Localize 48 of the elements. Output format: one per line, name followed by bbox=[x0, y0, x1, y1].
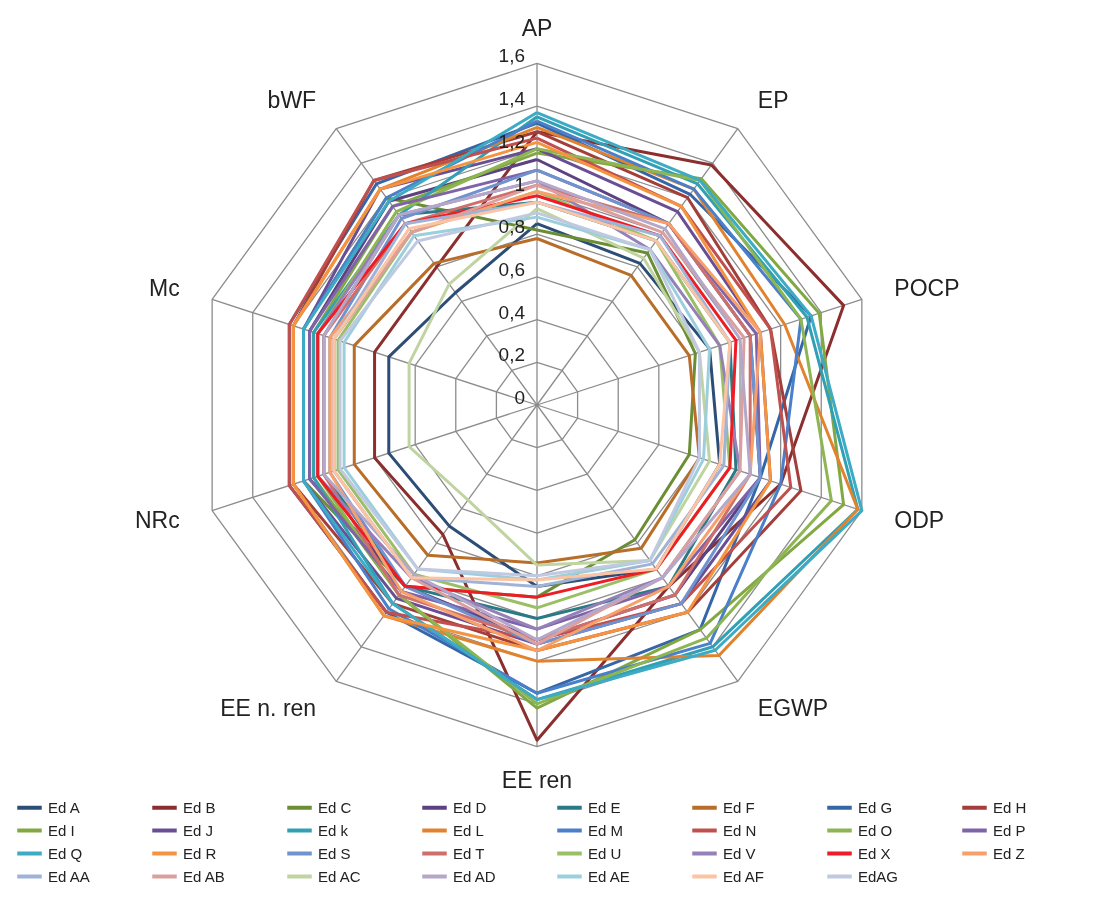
legend-label: Ed X bbox=[858, 844, 891, 862]
legend-label: Ed k bbox=[318, 821, 349, 839]
legend-label: Ed S bbox=[318, 844, 351, 862]
spoke-label: EE ren bbox=[501, 766, 573, 793]
legend-label: Ed Q bbox=[48, 844, 83, 862]
legend-label: Ed AA bbox=[48, 867, 90, 885]
spoke-label: AP bbox=[521, 15, 553, 42]
legend-label: Ed J bbox=[183, 821, 214, 839]
legend-label: Ed C bbox=[318, 798, 352, 816]
legend-label: Ed AD bbox=[453, 867, 496, 885]
legend-label: Ed F bbox=[723, 798, 755, 816]
spoke-label: EP bbox=[757, 87, 789, 114]
y-tick-label: 0,6 bbox=[498, 258, 525, 280]
y-tick-label: 1,6 bbox=[498, 45, 525, 67]
y-tick-label: 1 bbox=[514, 173, 525, 195]
legend-label: Ed Z bbox=[993, 844, 1025, 862]
legend-label: Ed N bbox=[723, 821, 757, 839]
legend-label: Ed L bbox=[453, 821, 484, 839]
legend-label: Ed G bbox=[858, 798, 893, 816]
y-tick-label: 0 bbox=[514, 387, 525, 408]
legend-label: Ed AE bbox=[588, 867, 630, 885]
legend-label: Ed AB bbox=[183, 867, 225, 885]
legend-label: Ed AF bbox=[723, 867, 764, 885]
spoke-label: ODP bbox=[894, 507, 945, 534]
legend-label: Ed T bbox=[453, 844, 485, 862]
y-tick-label: 0,2 bbox=[498, 344, 525, 366]
y-tick-label: 0,4 bbox=[498, 301, 526, 323]
spoke-label: EGWP bbox=[757, 694, 829, 721]
legend-label: Ed R bbox=[183, 844, 217, 862]
legend-label: Ed P bbox=[993, 821, 1026, 839]
legend-label: Ed D bbox=[453, 798, 487, 816]
legend-label: Ed E bbox=[588, 798, 621, 816]
legend-label: Ed H bbox=[993, 798, 1027, 816]
legend-label: Ed B bbox=[183, 798, 216, 816]
legend-label: Ed A bbox=[48, 798, 80, 816]
legend-label: Ed M bbox=[588, 821, 624, 839]
spoke-label: Mc bbox=[148, 274, 180, 301]
legend-label: Ed U bbox=[588, 844, 622, 862]
legend-label: Ed O bbox=[858, 821, 893, 839]
legend-label: EdAG bbox=[858, 867, 899, 885]
spoke-label: NRc bbox=[134, 507, 180, 534]
y-tick-label: 1,4 bbox=[498, 88, 526, 110]
spoke-label: bWF bbox=[267, 87, 317, 114]
spoke-label: EE n. ren bbox=[220, 694, 317, 721]
spoke-label: POCP bbox=[894, 274, 960, 301]
legend-label: Ed AC bbox=[318, 867, 361, 885]
legend-label: Ed V bbox=[723, 844, 756, 862]
legend-label: Ed I bbox=[48, 821, 75, 839]
